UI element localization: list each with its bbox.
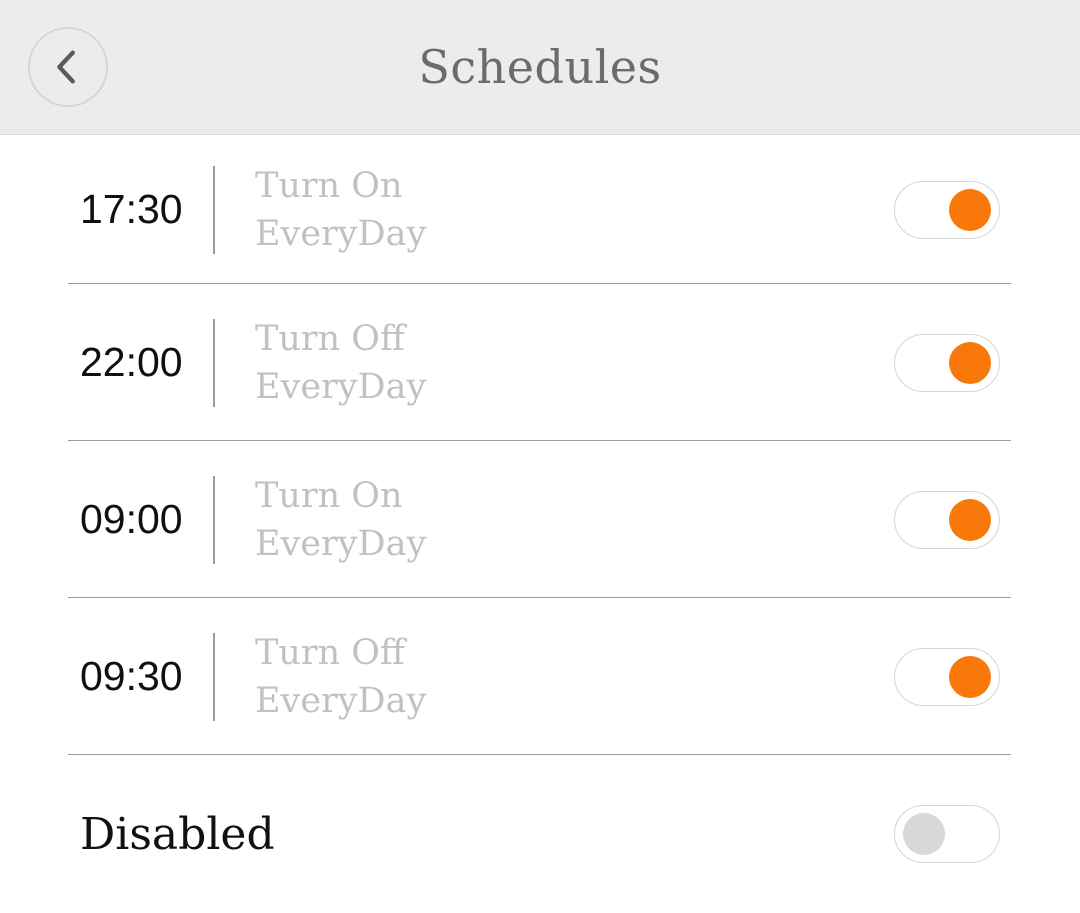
header: Schedules (0, 0, 1080, 135)
toggle-knob (903, 813, 945, 855)
toggle-knob (949, 498, 991, 541)
schedule-repeat: EveryDay (255, 680, 427, 721)
toggle-knob (949, 655, 991, 698)
schedule-labels: Turn Off EveryDay (255, 629, 426, 725)
schedule-time: 17:30 (80, 186, 183, 232)
back-button[interactable] (28, 27, 108, 107)
vertical-divider (213, 632, 215, 721)
schedule-list: 17:30 Turn On EveryDay 22:00 Turn Off Ev… (0, 135, 1080, 913)
chevron-left-icon (45, 44, 91, 90)
schedule-row[interactable]: 09:30 Turn Off EveryDay (0, 598, 1080, 755)
schedule-time: 22:00 (80, 339, 183, 385)
schedule-toggle[interactable] (894, 180, 1000, 239)
vertical-divider (213, 475, 215, 564)
disabled-row[interactable]: Disabled (0, 755, 1080, 913)
schedule-row[interactable]: 17:30 Turn On EveryDay (0, 135, 1080, 284)
toggle-knob (949, 341, 991, 384)
schedule-toggle[interactable] (894, 490, 1000, 549)
schedule-action: Turn On (255, 165, 403, 206)
vertical-divider (213, 165, 215, 254)
schedule-toggle[interactable] (894, 647, 1000, 706)
schedule-action: Turn On (255, 475, 403, 516)
schedule-action: Turn Off (255, 318, 405, 359)
schedule-repeat: EveryDay (255, 366, 427, 407)
schedule-labels: Turn Off EveryDay (255, 315, 426, 411)
schedule-time: 09:30 (80, 653, 183, 699)
disabled-toggle[interactable] (894, 805, 1000, 863)
disabled-label: Disabled (80, 808, 275, 860)
schedule-repeat: EveryDay (255, 213, 427, 254)
schedule-row[interactable]: 22:00 Turn Off EveryDay (0, 284, 1080, 441)
schedule-repeat: EveryDay (255, 523, 427, 564)
schedule-toggle[interactable] (894, 333, 1000, 392)
schedule-time: 09:00 (80, 496, 183, 542)
schedule-labels: Turn On EveryDay (255, 472, 426, 568)
toggle-knob (949, 188, 991, 231)
schedule-labels: Turn On EveryDay (255, 162, 426, 258)
page-title: Schedules (418, 40, 662, 94)
vertical-divider (213, 318, 215, 407)
schedule-action: Turn Off (255, 632, 405, 673)
schedule-row[interactable]: 09:00 Turn On EveryDay (0, 441, 1080, 598)
